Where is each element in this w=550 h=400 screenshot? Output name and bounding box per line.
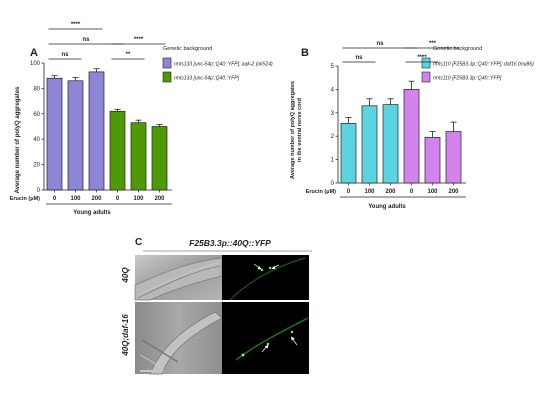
fluorescence-image-40q: [222, 255, 309, 301]
bar: [340, 122, 357, 184]
significance-label: ns: [61, 52, 69, 58]
panel-b-ylabel-1: Average number of polyQ aggregates: [290, 81, 296, 179]
legend-swatch: [162, 57, 172, 69]
legend-swatch: [421, 57, 431, 69]
significance-label: **: [126, 52, 131, 58]
panel-b-group-label: Young adults: [368, 204, 406, 210]
bar: [382, 104, 399, 184]
x-tick-label: 0: [347, 189, 351, 195]
y-tick-label: 2: [331, 134, 335, 140]
arrow-icon: [253, 263, 280, 270]
significance-label: ns: [82, 37, 90, 43]
dic-image-40q: [134, 255, 223, 301]
significance-label: ns: [355, 55, 363, 61]
panel-a-group-label: Young adults: [73, 210, 111, 216]
bar: [46, 77, 63, 191]
y-tick-label: 5: [331, 64, 335, 70]
x-tick-label: 100: [427, 189, 438, 195]
bar: [88, 71, 105, 191]
x-tick-label: 0: [410, 189, 414, 195]
fluorescence-image-40q-daf16: [222, 302, 309, 374]
bar: [424, 137, 441, 184]
legend-swatch: [162, 71, 172, 83]
bar: [151, 126, 168, 191]
x-tick-label: 0: [53, 196, 57, 202]
legend-label: rmIs133 [unc-54p::Q40::YFP]; aak-2 (ok52…: [174, 62, 273, 68]
panel-a-xaxis-prefix: Erucin (μM): [10, 196, 40, 202]
panel-a-label: A: [30, 47, 38, 59]
panel-b-legend-title: Genetic background: [433, 46, 482, 52]
y-tick-label: 60: [33, 112, 40, 118]
panel-b-ylabel-2: in the ventral nerve cord: [297, 98, 303, 162]
x-tick-label: 200: [91, 196, 102, 202]
bar: [403, 89, 420, 184]
x-tick-label: 100: [70, 196, 81, 202]
panel-b-label: B: [301, 47, 309, 59]
bar: [361, 105, 378, 184]
significance-label: ****: [417, 55, 427, 61]
legend-swatch: [421, 71, 431, 83]
panel-c-label: C: [135, 237, 142, 248]
legend-label: rmIs110 [F25B3.3p::Q40::YFP]: [433, 76, 502, 82]
dic-image-40q-daf16: [135, 302, 223, 375]
y-tick-label: 80: [33, 86, 40, 92]
y-tick-label: 3: [331, 111, 335, 117]
legend-label: rmIs110 [F25B3.3p::Q40::YFP]; daf16 (mu8…: [433, 62, 534, 68]
y-tick-label: 4: [331, 87, 335, 93]
panel-c-title: F25B3.3p::40Q::YFP: [189, 238, 271, 248]
panel-a-legend-title: Genetic background: [163, 46, 212, 52]
x-tick-label: 0: [116, 196, 120, 202]
y-tick-label: 20: [33, 163, 40, 169]
significance-label: ***: [429, 41, 437, 47]
x-tick-label: 200: [154, 196, 165, 202]
bar: [445, 131, 462, 184]
arrow-icon: [261, 336, 298, 353]
y-tick-label: 1: [331, 158, 335, 164]
y-tick-label: 0: [37, 188, 41, 194]
legend-label: rmIs133 [unc-54p::Q40::YFP]: [174, 76, 240, 82]
x-tick-label: 200: [448, 189, 459, 195]
significance-label: ****: [134, 37, 144, 43]
bar: [109, 110, 126, 191]
panel-b-xaxis-prefix: Erucin (μM): [306, 189, 336, 195]
panel-a-ylabel: Average number of polyQ aggregates: [15, 86, 21, 193]
bar: [67, 80, 84, 191]
significance-label: ns: [376, 41, 384, 47]
panel-b-legend: rmIs110 [F25B3.3p::Q40::YFP]; daf16 (mu8…: [421, 57, 534, 83]
y-tick-label: 40: [33, 137, 40, 143]
row-label-40q-daf16: 40Q;daf-16: [121, 314, 130, 357]
bar: [130, 122, 147, 191]
significance-label: ****: [71, 22, 81, 28]
x-tick-label: 200: [385, 189, 396, 195]
y-tick-label: 0: [331, 181, 335, 187]
x-tick-label: 100: [364, 189, 375, 195]
row-label-40q: 40Q: [121, 267, 130, 284]
x-tick-label: 100: [133, 196, 144, 202]
y-tick-label: 100: [30, 61, 41, 67]
panel-a-legend: rmIs133 [unc-54p::Q40::YFP]; aak-2 (ok52…: [162, 57, 273, 83]
